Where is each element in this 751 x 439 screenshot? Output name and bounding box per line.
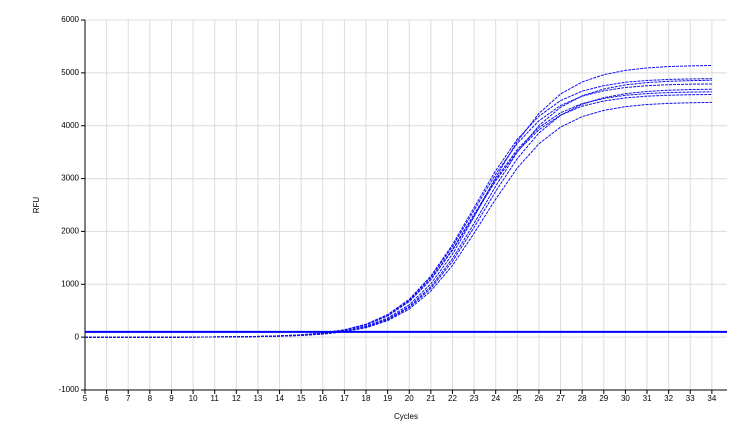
x-tick-label: 25 bbox=[513, 394, 522, 403]
x-tick-label: 21 bbox=[426, 394, 435, 403]
x-tick-label: 6 bbox=[104, 394, 109, 403]
amplification-curve bbox=[85, 93, 712, 338]
y-axis-label: RFU bbox=[32, 197, 41, 214]
amplification-curve bbox=[85, 64, 712, 338]
x-tick-label: 10 bbox=[189, 394, 198, 403]
y-tick-label: 6000 bbox=[61, 15, 79, 24]
amplification-curve bbox=[85, 79, 712, 338]
x-tick-label: 31 bbox=[643, 394, 652, 403]
x-tick-label: 33 bbox=[686, 394, 695, 403]
x-tick-label: 28 bbox=[578, 394, 587, 403]
amplification-curve bbox=[85, 101, 712, 338]
x-tick-label: 14 bbox=[275, 394, 284, 403]
x-tick-label: 22 bbox=[448, 394, 457, 403]
x-tick-label: 29 bbox=[599, 394, 608, 403]
y-tick-label: 5000 bbox=[61, 68, 79, 77]
x-tick-label: 32 bbox=[664, 394, 673, 403]
amplification-curve bbox=[85, 88, 712, 338]
x-tick-label: 30 bbox=[621, 394, 630, 403]
x-tick-label: 20 bbox=[405, 394, 414, 403]
y-tick-label: 2000 bbox=[61, 227, 79, 236]
x-tick-label: 23 bbox=[470, 394, 479, 403]
x-tick-label: 24 bbox=[491, 394, 500, 403]
amplification-curve bbox=[85, 91, 712, 338]
x-tick-label: 19 bbox=[383, 394, 392, 403]
y-tick-label: 0 bbox=[75, 332, 80, 341]
x-tick-label: 15 bbox=[297, 394, 306, 403]
x-tick-label: 13 bbox=[253, 394, 262, 403]
y-tick-label: 1000 bbox=[61, 279, 79, 288]
x-tick-label: 18 bbox=[362, 394, 371, 403]
x-tick-label: 12 bbox=[232, 394, 241, 403]
x-tick-label: 34 bbox=[707, 394, 716, 403]
x-tick-label: 27 bbox=[556, 394, 565, 403]
x-axis-label: Cycles bbox=[394, 412, 418, 421]
y-tick-label: 4000 bbox=[61, 121, 79, 130]
x-tick-label: 5 bbox=[83, 394, 88, 403]
amplification-curve bbox=[85, 83, 712, 338]
amplification-curve bbox=[85, 78, 712, 338]
x-tick-label: 26 bbox=[534, 394, 543, 403]
x-tick-label: 16 bbox=[318, 394, 327, 403]
x-tick-label: 11 bbox=[211, 394, 220, 403]
x-tick-label: 17 bbox=[340, 394, 349, 403]
x-tick-label: 7 bbox=[126, 394, 131, 403]
x-tick-label: 9 bbox=[169, 394, 174, 403]
x-tick-label: 8 bbox=[148, 394, 153, 403]
y-tick-label: 3000 bbox=[61, 174, 79, 183]
y-tick-label: -1000 bbox=[59, 385, 80, 394]
